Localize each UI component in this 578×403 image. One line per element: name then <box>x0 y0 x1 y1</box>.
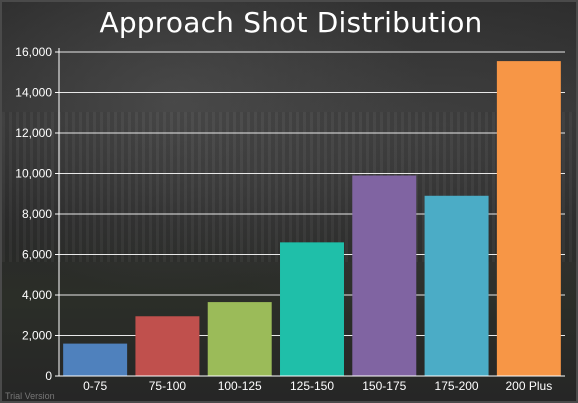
y-tick-label: 14,000 <box>15 86 52 100</box>
y-tick-label: 6,000 <box>22 248 52 262</box>
y-tick-label: 12,000 <box>15 126 52 140</box>
chart-title: Approach Shot Distribution <box>99 6 483 39</box>
y-tick-label: 0 <box>45 369 52 383</box>
y-tick-label: 4,000 <box>22 288 52 302</box>
x-tick-label: 75-100 <box>149 379 187 393</box>
x-tick-label: 150-175 <box>362 379 406 393</box>
y-axis: 0 2,000 4,000 6,000 8,000 10,000 12,000 14,000 1… <box>15 45 60 383</box>
y-tick-label: 10,000 <box>15 167 52 181</box>
bar-75-100 <box>135 316 200 376</box>
x-tick-label: 125-150 <box>290 379 334 393</box>
y-tick-label: 8,000 <box>22 207 52 221</box>
x-tick-label: 200 Plus <box>506 379 553 393</box>
x-tick-label: 175-200 <box>435 379 479 393</box>
bar-150-175 <box>352 175 417 376</box>
x-tick-label: 100-125 <box>218 379 262 393</box>
watermark-text: Trial Version <box>5 391 55 401</box>
bar-125-150 <box>280 242 344 376</box>
y-tick-label: 16,000 <box>15 45 52 59</box>
bar-175-200 <box>424 195 489 376</box>
x-axis: 0-75 75-100 100-125 125-150 150-175 175-200 20… <box>59 375 565 393</box>
x-tick-label: 0-75 <box>83 379 107 393</box>
bar-100-125 <box>207 302 272 376</box>
bars <box>63 61 561 377</box>
bar-0-75 <box>63 343 128 376</box>
y-tick-label: 2,000 <box>22 329 52 343</box>
bar-200 Plus <box>496 61 561 377</box>
